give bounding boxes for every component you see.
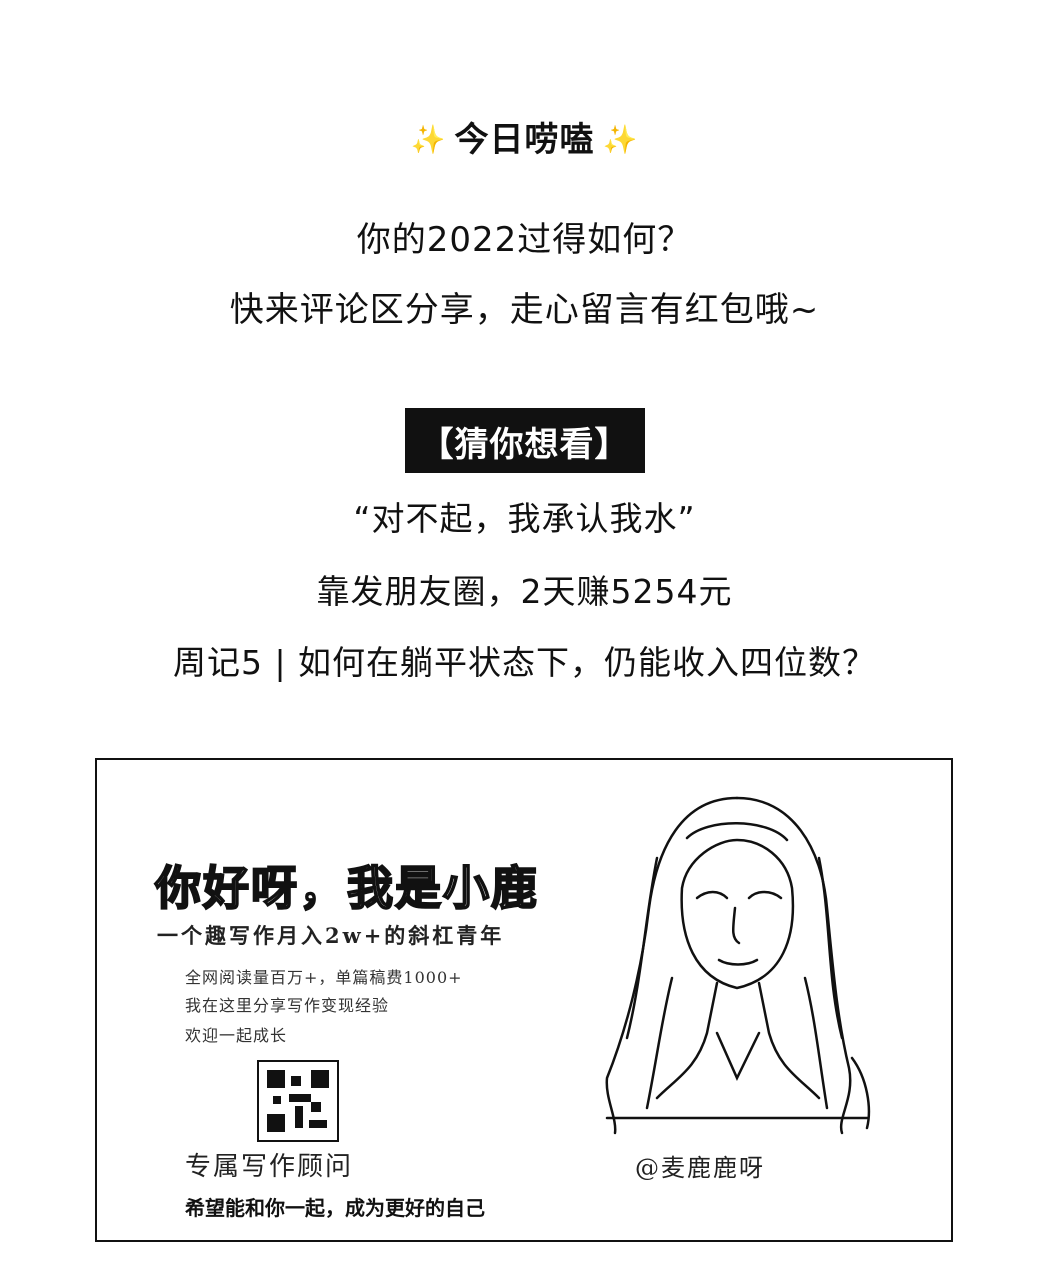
qr-code-icon[interactable] xyxy=(257,1060,339,1142)
heading-title: 今日唠嗑 xyxy=(454,120,595,160)
portrait-illustration xyxy=(605,796,871,1135)
card-motto: 希望能和你一起，成为更好的自己 xyxy=(185,1196,485,1220)
recommend-badge-row: 【猜你想看】 xyxy=(0,408,1049,473)
recommend-link[interactable]: 周记5 | 如何在躺平状态下，仍能收入四位数？ xyxy=(172,643,877,682)
card-desc-line: 我在这里分享写作变现经验 xyxy=(185,996,390,1015)
sparkle-icon: ✨ xyxy=(410,123,447,156)
recommend-badge: 【猜你想看】 xyxy=(404,408,645,473)
author-handle: @麦鹿鹿呀 xyxy=(635,1154,765,1182)
recommend-link[interactable]: 靠发朋友圈，2天赚5254元 xyxy=(316,572,733,611)
sparkle-icon: ✨ xyxy=(602,123,639,156)
prompt-line-2: 快来评论区分享，走心留言有红包哦~ xyxy=(229,290,820,330)
card-tag: 专属写作顾问 xyxy=(185,1152,354,1182)
card-desc-line: 欢迎一起成长 xyxy=(185,1026,288,1045)
recommend-link[interactable]: “对不起，我承认我水” xyxy=(353,499,696,538)
card-subtitle: 一个趣写作月入2w+的斜杠青年 xyxy=(157,923,505,948)
prompt-line-1: 你的2022过得如何？ xyxy=(356,220,693,260)
profile-card[interactable]: 你好呀，我是小鹿 一个趣写作月入2w+的斜杠青年 全网阅读量百万+，单篇稿费10… xyxy=(95,758,953,1242)
card-title: 你好呀，我是小鹿 xyxy=(154,860,539,916)
section-heading: ✨ 今日唠嗑 ✨ xyxy=(0,112,1049,161)
card-desc-line: 全网阅读量百万+，单篇稿费1000+ xyxy=(185,968,463,987)
